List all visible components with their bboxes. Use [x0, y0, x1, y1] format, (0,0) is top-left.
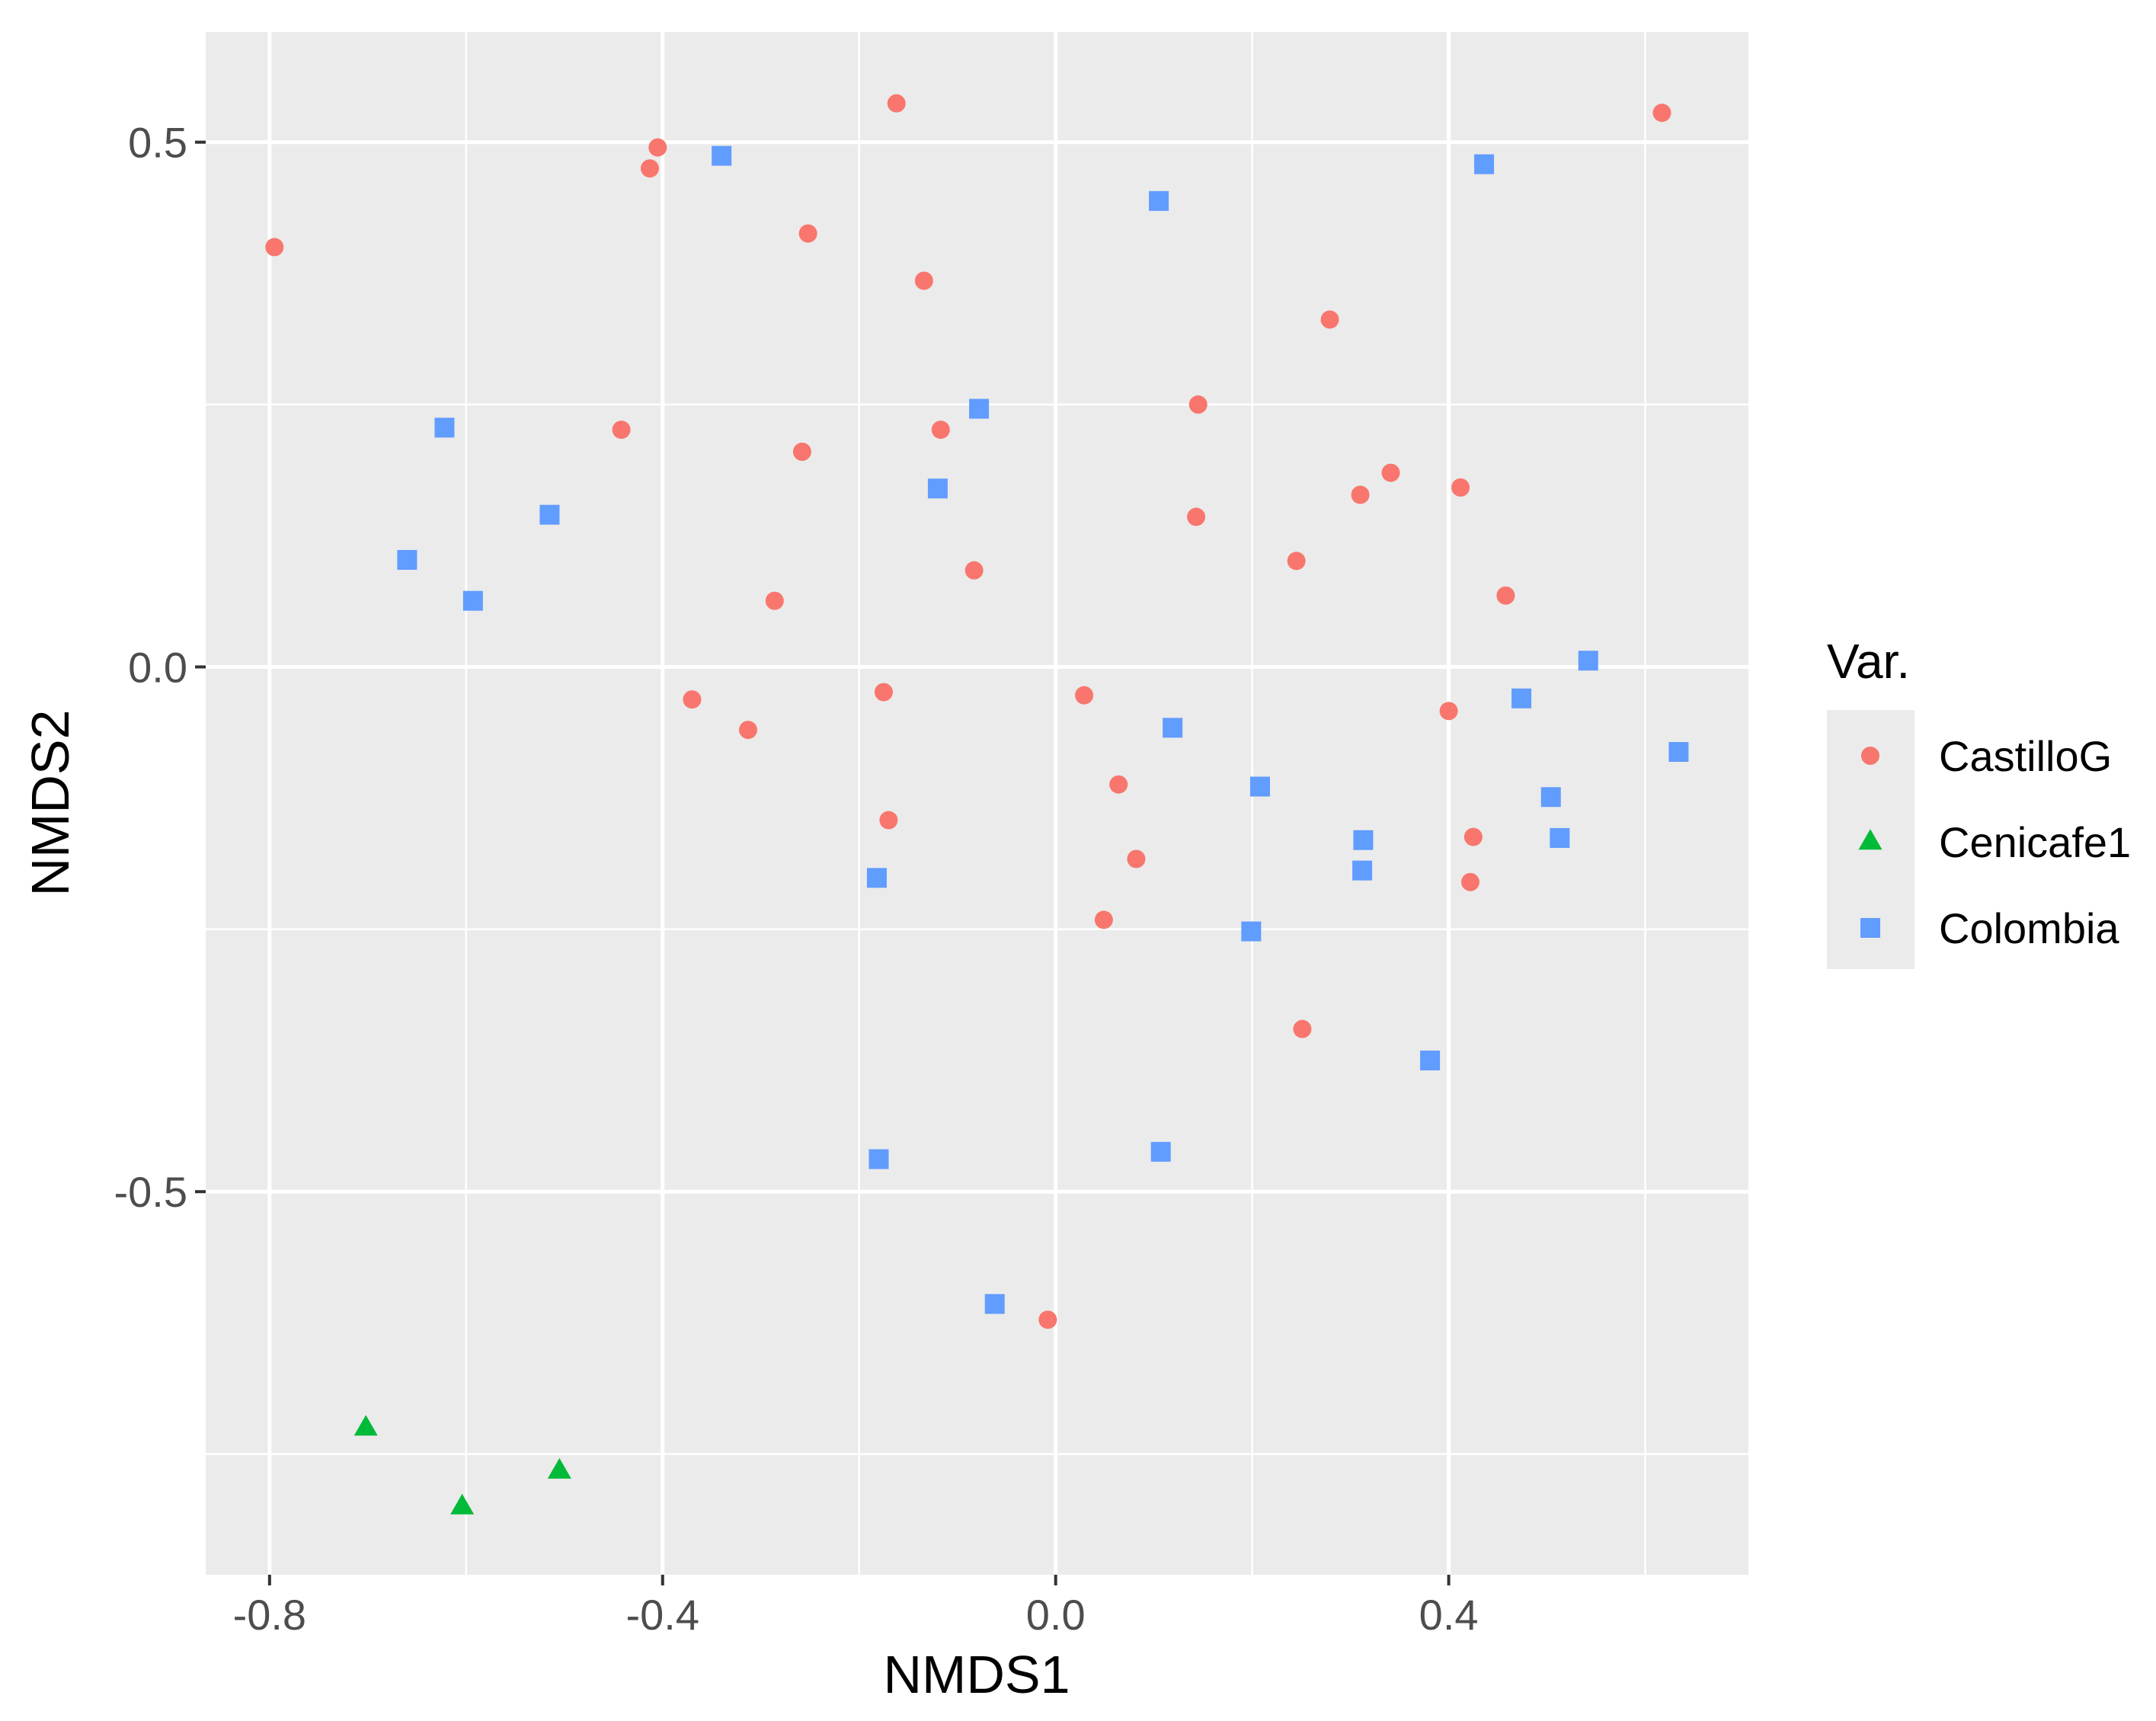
- data-point: [1352, 860, 1373, 881]
- data-point: [1038, 1310, 1057, 1329]
- data-points: [265, 94, 1689, 1515]
- data-point: [547, 1457, 571, 1479]
- data-point: [450, 1493, 475, 1515]
- data-point: [1163, 718, 1183, 738]
- data-point: [1474, 154, 1495, 174]
- data-point: [539, 504, 560, 525]
- data-point: [1511, 688, 1532, 709]
- data-point: [1463, 827, 1483, 846]
- data-point: [1150, 1141, 1171, 1162]
- legend-item-colombia: Colombia: [1860, 904, 2119, 952]
- y-axis: 0.5 0.0 -0.5: [114, 119, 206, 1216]
- data-point: [1109, 775, 1128, 794]
- data-point: [1249, 776, 1270, 797]
- legend-item-cenicafe1: Cenicafe1: [1858, 818, 2131, 866]
- data-point: [265, 238, 284, 257]
- x-tick-label: -0.8: [233, 1591, 307, 1639]
- data-point: [462, 590, 483, 611]
- x-axis: -0.8 -0.4 0.0 0.4: [233, 1575, 1479, 1639]
- data-point: [765, 591, 784, 610]
- data-point: [964, 561, 984, 580]
- data-point: [1652, 104, 1671, 123]
- series-cenicafe1: [353, 1415, 571, 1515]
- data-point: [1293, 1019, 1312, 1038]
- data-point: [397, 549, 417, 570]
- y-tick-label: 0.0: [128, 643, 187, 691]
- data-point: [868, 1149, 889, 1169]
- x-axis-title: NMDS1: [883, 1645, 1070, 1704]
- data-point: [1381, 463, 1400, 482]
- data-point: [648, 138, 667, 157]
- data-point: [879, 811, 898, 830]
- x-tick-label: -0.4: [626, 1591, 700, 1639]
- data-point: [1439, 702, 1458, 721]
- data-point: [738, 721, 757, 740]
- data-point: [1127, 849, 1146, 868]
- data-point: [683, 690, 702, 709]
- x-tick-label: 0.4: [1419, 1591, 1479, 1639]
- data-point: [887, 94, 906, 113]
- data-point: [1451, 478, 1470, 497]
- data-point: [612, 421, 631, 440]
- data-point: [792, 443, 811, 462]
- x-tick-label: 0.0: [1026, 1591, 1086, 1639]
- y-tick-label: -0.5: [114, 1168, 188, 1216]
- series-colombia: [397, 146, 1689, 1314]
- data-point: [640, 159, 659, 178]
- data-point: [1188, 395, 1208, 414]
- data-point: [1578, 651, 1598, 671]
- data-point: [1287, 552, 1306, 571]
- data-point: [1187, 507, 1206, 526]
- data-point: [1460, 872, 1479, 891]
- data-point: [1320, 310, 1339, 329]
- data-point: [353, 1415, 378, 1436]
- data-point: [1540, 787, 1561, 808]
- data-point: [1496, 586, 1515, 605]
- series-castillog: [265, 94, 1671, 1329]
- data-point: [798, 224, 817, 243]
- data-point: [984, 1294, 1005, 1314]
- minor-gridlines: [206, 32, 1748, 1575]
- legend-label: Colombia: [1939, 904, 2119, 952]
- data-point: [1420, 1051, 1441, 1070]
- legend-key: [1858, 829, 1883, 850]
- data-point: [1241, 921, 1262, 942]
- data-point: [866, 868, 887, 888]
- legend-label: CastilloG: [1939, 732, 2112, 780]
- legend-title: Var.: [1827, 634, 1910, 689]
- data-point: [931, 421, 950, 440]
- legend-key: [1860, 918, 1880, 938]
- data-point: [1353, 830, 1374, 850]
- data-point: [712, 146, 732, 166]
- data-point: [1351, 485, 1370, 504]
- data-point: [927, 478, 948, 499]
- data-point: [434, 417, 455, 438]
- y-tick-label: 0.5: [128, 119, 187, 167]
- data-point: [1094, 910, 1113, 929]
- data-point: [874, 683, 893, 702]
- legend-label: Cenicafe1: [1939, 818, 2131, 866]
- data-point: [969, 398, 990, 419]
- data-point: [914, 271, 933, 290]
- y-axis-title: NMDS2: [21, 709, 80, 896]
- data-point: [1550, 827, 1570, 848]
- data-point: [1075, 686, 1094, 705]
- legend: Var. CastilloG Cenicafe1 Colombia: [1827, 634, 2131, 969]
- data-point: [1668, 742, 1689, 762]
- plot-panel: [206, 32, 1748, 1575]
- legend-item-castillog: CastilloG: [1861, 732, 2112, 780]
- legend-key: [1861, 747, 1879, 765]
- data-point: [1149, 190, 1169, 211]
